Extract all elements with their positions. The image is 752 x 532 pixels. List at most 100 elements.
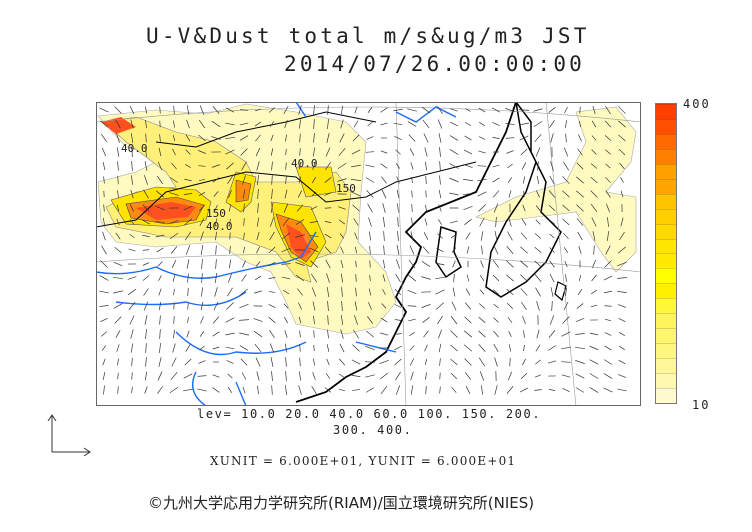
wind-arrow [239,345,249,351]
wind-arrow [199,345,205,351]
wind-arrow [309,247,319,253]
wind-arrow [187,316,189,324]
wind-arrow [341,273,343,283]
wind-arrow [425,204,427,212]
wind-arrow [550,133,554,143]
wind-arrow [327,105,329,115]
wind-arrow [113,261,123,267]
wind-arrow [548,389,556,391]
wind-arrow [352,134,360,142]
wind-arrow [158,301,162,311]
wind-arrow [493,344,499,352]
wind-arrow [493,203,499,213]
wind-arrow [285,134,287,142]
wind-arrow [212,374,220,378]
wind-arrow [479,217,485,227]
wind-arrow [312,301,316,311]
wind-arrow [422,317,430,323]
dust-light-area-east [475,106,637,273]
wind-arrow [102,231,106,241]
wind-arrow [381,176,387,184]
wind-arrow [239,122,249,126]
contour-label: 150 [336,182,356,195]
wind-arrow [102,162,106,170]
wind-arrow [142,249,150,251]
wind-arrow [493,317,499,323]
wind-arrow [577,288,583,296]
wind-arrow [394,345,402,351]
wind-arrow [397,230,399,242]
wind-arrow [255,261,261,267]
wind-arrow [620,190,624,198]
wind-arrow [617,277,627,279]
wind-arrow [379,332,389,336]
wind-arrow [283,303,289,309]
wind-arrow [380,122,388,126]
wind-arrow [578,134,582,142]
wind-arrow [211,136,221,140]
wind-arrow [173,288,175,296]
wind-arrow [117,372,119,380]
wind-arrow [354,301,358,311]
contour-label: 40.0 [206,220,233,233]
wind-arrow [492,274,500,282]
wind-arrow [338,373,346,379]
wind-arrow [604,120,612,128]
wind-arrow [365,374,375,378]
wind-arrow [131,343,133,353]
wind-arrow [143,189,149,199]
wind-arrow [592,231,596,241]
wind-arrow [492,190,500,198]
wind-arrow [101,245,107,255]
wind-arrow [200,231,204,241]
wind-arrow [397,217,399,227]
wind-arrow [464,135,472,141]
wind-arrow [548,330,556,338]
wind-arrow [339,133,345,143]
wind-arrow [225,149,235,155]
korea-coast [435,226,462,279]
wind-arrow [212,331,220,337]
wind-arrow [578,246,582,254]
wind-arrow [435,262,445,266]
wind-arrow [131,372,133,380]
wind-arrow [507,177,513,183]
wind-arrow [589,345,599,351]
colorbar-band [656,133,676,149]
colorbar-band [656,163,676,179]
wind-arrow [341,287,343,297]
wind-arrow [326,287,330,297]
wind-arrow [99,120,109,128]
wind-arrow [492,289,500,295]
wind-arrow [449,135,459,141]
wind-arrow [383,231,385,241]
wind-arrow [101,331,107,337]
wind-arrow [326,358,330,366]
wind-arrow [534,233,542,239]
wind-arrow [296,204,304,212]
wind-arrow [284,330,288,338]
contour-label: 40.0 [121,142,148,155]
wind-arrow [522,315,526,325]
wind-arrow [117,358,119,366]
wind-arrow [268,261,276,267]
wind-arrow [551,301,553,311]
wind-arrow [158,147,162,157]
wind-arrow [535,359,541,365]
wind-arrow [128,301,136,311]
wind-arrow [198,178,206,182]
wind-arrow [295,274,305,282]
wind-arrow [199,331,205,337]
wind-arrow [99,107,109,113]
wind-arrow [479,371,485,381]
wind-arrow [242,260,246,268]
wind-arrow [535,147,541,157]
wind-arrow [169,386,179,394]
wind-arrow [212,177,220,183]
wind-arrow [155,190,165,198]
wind-arrow [325,259,331,269]
wind-arrow [368,231,372,241]
wind-arrow [549,233,555,239]
japan-coast [485,102,562,298]
wind-arrow [270,134,274,142]
